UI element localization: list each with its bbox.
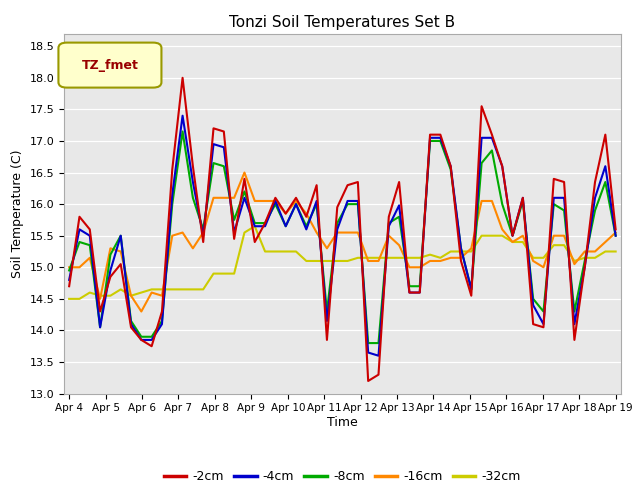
Legend: -2cm, -4cm, -8cm, -16cm, -32cm: -2cm, -4cm, -8cm, -16cm, -32cm bbox=[159, 465, 526, 480]
X-axis label: Time: Time bbox=[327, 416, 358, 429]
FancyBboxPatch shape bbox=[58, 43, 161, 87]
Y-axis label: Soil Temperature (C): Soil Temperature (C) bbox=[11, 149, 24, 278]
Title: Tonzi Soil Temperatures Set B: Tonzi Soil Temperatures Set B bbox=[229, 15, 456, 30]
Text: TZ_fmet: TZ_fmet bbox=[82, 59, 139, 72]
